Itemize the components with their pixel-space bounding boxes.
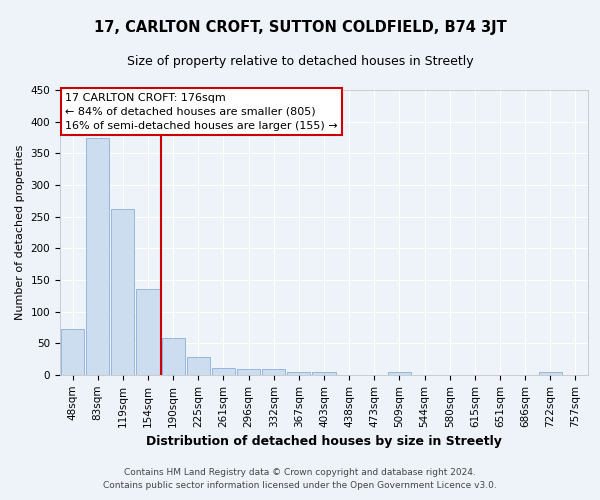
Bar bbox=[287, 372, 310, 375]
Bar bbox=[161, 338, 185, 375]
Text: Contains HM Land Registry data © Crown copyright and database right 2024.: Contains HM Land Registry data © Crown c… bbox=[124, 468, 476, 477]
Bar bbox=[262, 368, 285, 375]
Bar bbox=[136, 289, 160, 375]
Bar bbox=[388, 372, 411, 375]
Bar bbox=[187, 356, 210, 375]
Bar bbox=[313, 372, 335, 375]
Bar bbox=[212, 368, 235, 375]
Bar bbox=[111, 209, 134, 375]
Bar bbox=[539, 372, 562, 375]
Bar bbox=[86, 138, 109, 375]
Text: 17, CARLTON CROFT, SUTTON COLDFIELD, B74 3JT: 17, CARLTON CROFT, SUTTON COLDFIELD, B74… bbox=[94, 20, 506, 35]
Text: 17 CARLTON CROFT: 176sqm
← 84% of detached houses are smaller (805)
16% of semi-: 17 CARLTON CROFT: 176sqm ← 84% of detach… bbox=[65, 93, 338, 131]
Bar bbox=[61, 330, 84, 375]
Bar bbox=[237, 370, 260, 375]
X-axis label: Distribution of detached houses by size in Streetly: Distribution of detached houses by size … bbox=[146, 435, 502, 448]
Y-axis label: Number of detached properties: Number of detached properties bbox=[15, 145, 25, 320]
Text: Contains public sector information licensed under the Open Government Licence v3: Contains public sector information licen… bbox=[103, 482, 497, 490]
Text: Size of property relative to detached houses in Streetly: Size of property relative to detached ho… bbox=[127, 55, 473, 68]
